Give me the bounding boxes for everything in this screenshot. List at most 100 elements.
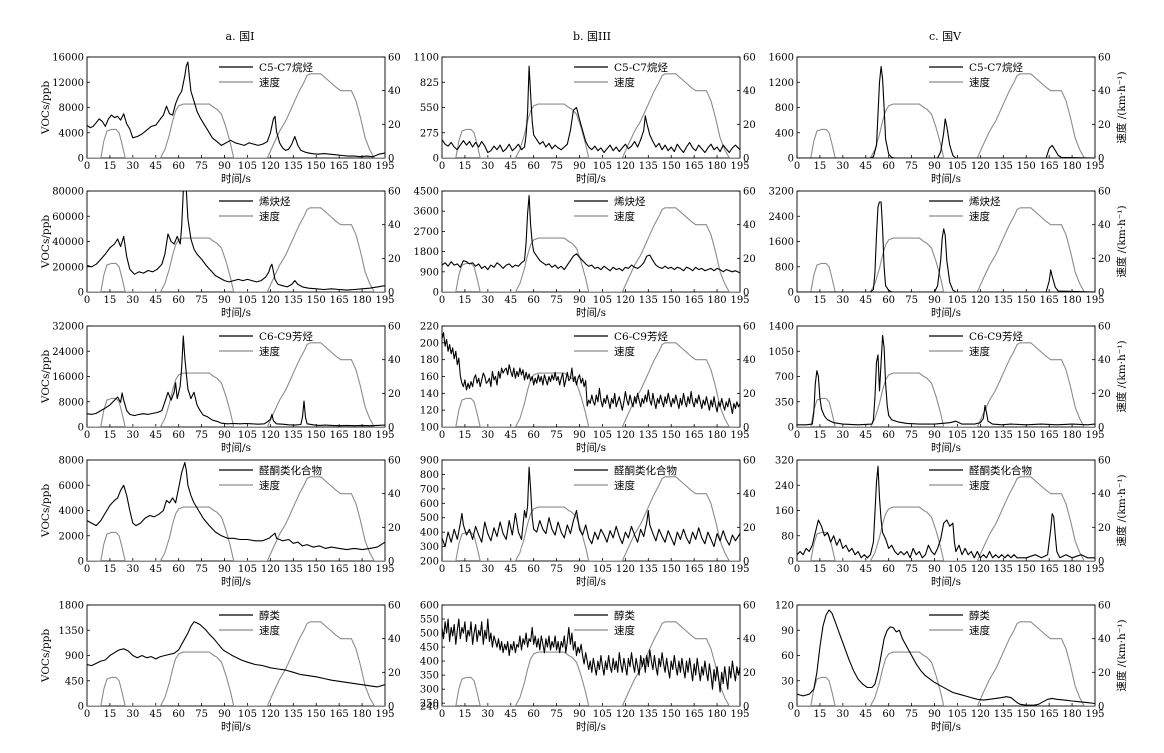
- x-tick-label: 195: [1085, 709, 1104, 720]
- legend-voc-label: 醛酮类化合物: [259, 464, 322, 477]
- x-tick-label: 135: [284, 430, 303, 441]
- y-tick-label: 0: [78, 154, 84, 165]
- x-tick-label: 180: [708, 161, 727, 172]
- x-tick-label: 30: [836, 564, 849, 575]
- speed-line: [797, 621, 1095, 706]
- x-tick-label: 180: [708, 430, 727, 441]
- x-tick-label: 60: [172, 430, 185, 441]
- speed-tick-label: 20: [388, 523, 401, 534]
- x-tick-label: 135: [994, 709, 1013, 720]
- plot-frame: [441, 190, 741, 293]
- x-tick-label: 120: [971, 430, 990, 441]
- speed-tick-label: 40: [388, 220, 401, 231]
- speed-line: [442, 476, 740, 561]
- x-axis-label: 时间/s: [931, 441, 961, 454]
- legend-speed-label: 速度: [259, 210, 280, 223]
- x-tick-label: 45: [859, 295, 872, 306]
- speed-line: [442, 342, 740, 427]
- panel-r4c3: 0 15 30 45 60 75 90 105 120 135 150 165 180 195 时间/s 0 8…: [775, 456, 1128, 589]
- x-tick-label: 105: [593, 161, 612, 172]
- speed-tick-label: 60: [1098, 53, 1111, 64]
- x-tick-label: 195: [375, 709, 394, 720]
- panel-r1c3: 0 15 30 45 60 75 90 105 120 135 150 165 180 195 时间/s 0 4…: [769, 53, 1128, 186]
- x-tick-label: 45: [859, 709, 872, 720]
- panel-r3c2: 0 15 30 45 60 75 90 105 120 135 150 165 180 195时间/s12…: [420, 322, 756, 455]
- panel-r5c1: 0 15 30 45 60 75 90 105 120 135 150 165 180 195 时间/s 0 4…: [40, 601, 401, 734]
- x-tick-label: 60: [527, 709, 540, 720]
- x-tick-label: 165: [685, 295, 704, 306]
- voc-line: [87, 461, 385, 551]
- plot-frame: [796, 56, 1096, 159]
- column-titles: a. 国I b. 国III c. 国V: [226, 30, 963, 43]
- x-tick-label: 0: [794, 161, 800, 172]
- x-tick-label: 165: [685, 564, 704, 575]
- x-axis-label: 时间/s: [931, 306, 961, 319]
- speed-tick-label: 40: [1098, 355, 1111, 366]
- voc-line: [442, 332, 740, 415]
- y-tick-label: 800: [775, 103, 794, 114]
- x-axis-label: 时间/s: [931, 720, 961, 733]
- x-tick-label: 105: [593, 709, 612, 720]
- x-tick-label: 15: [104, 430, 117, 441]
- x-tick-label: 150: [1017, 564, 1036, 575]
- speed-tick-label: 20: [1098, 523, 1111, 534]
- x-tick-label: 195: [375, 161, 394, 172]
- panel-r4c1: 0 15 30 45 60 75 90 105 120 135 150 165 180 195 时间/s 0 2…: [40, 456, 401, 589]
- x-tick-label: 15: [814, 161, 827, 172]
- x-tick-label: 150: [307, 564, 326, 575]
- x-tick-label: 150: [662, 161, 681, 172]
- x-tick-label: 105: [948, 295, 967, 306]
- speed-tick-label: 0: [743, 702, 749, 713]
- x-tick-label: 90: [928, 295, 941, 306]
- speed-tick-label: 40: [743, 220, 756, 231]
- y-tick-label: 8000: [59, 456, 84, 467]
- y-tick-label: 350: [420, 671, 439, 682]
- y-tick-label: 300: [420, 542, 439, 553]
- y-tick-label: 60000: [52, 212, 84, 223]
- x-tick-label: 120: [616, 430, 635, 441]
- x-axis-label: 时间/s: [576, 720, 606, 733]
- x-tick-label: 165: [1040, 295, 1059, 306]
- y-tick-label: 40000: [52, 237, 84, 248]
- panel-r2c3: 0 15 30 45 60 75 90 105 120 135 150 165 180 195 时间/s 0 8…: [769, 187, 1128, 320]
- x-tick-label: 30: [836, 295, 849, 306]
- x-tick-label: 60: [882, 430, 895, 441]
- speed-tick-label: 60: [1098, 322, 1111, 333]
- x-tick-label: 60: [527, 161, 540, 172]
- y-tick-label: 2000: [59, 531, 84, 542]
- speed-tick-label: 60: [388, 53, 401, 64]
- x-tick-label: 60: [882, 564, 895, 575]
- x-tick-label: 180: [1063, 161, 1082, 172]
- x-tick-label: 75: [905, 295, 918, 306]
- y-tick-label: 240: [775, 481, 794, 492]
- x-tick-label: 195: [1085, 161, 1104, 172]
- x-tick-label: 0: [84, 564, 90, 575]
- x-tick-label: 15: [814, 295, 827, 306]
- y-tick-label: 400: [420, 657, 439, 668]
- y-tick-label: 1050: [769, 347, 794, 358]
- speed-tick-label: 20: [743, 668, 756, 679]
- x-tick-label: 165: [1040, 161, 1059, 172]
- plot-frame: [796, 604, 1096, 707]
- x-tick-label: 105: [238, 295, 257, 306]
- x-tick-label: 135: [994, 564, 1013, 575]
- x-tick-label: 150: [1017, 161, 1036, 172]
- x-tick-label: 90: [928, 161, 941, 172]
- speed-line: [797, 207, 1095, 292]
- x-tick-label: 165: [685, 709, 704, 720]
- x-tick-label: 45: [504, 295, 517, 306]
- x-tick-label: 60: [527, 430, 540, 441]
- x-tick-label: 90: [218, 564, 231, 575]
- plot-frame: [86, 459, 386, 562]
- x-tick-label: 30: [126, 161, 139, 172]
- x-tick-label: 15: [459, 161, 472, 172]
- y-tick-label: 550: [420, 615, 439, 626]
- speed-tick-label: 20: [388, 389, 401, 400]
- y-tick-label: 1100: [414, 53, 439, 64]
- x-tick-label: 180: [1063, 295, 1082, 306]
- speed-tick-label: 60: [388, 601, 401, 612]
- panel-r4c2: 0 15 30 45 60 75 90 105 120 135 150 165 180 195 时间/s 30…: [420, 456, 756, 589]
- x-tick-label: 0: [84, 709, 90, 720]
- x-tick-label: 120: [971, 709, 990, 720]
- x-tick-label: 75: [195, 709, 208, 720]
